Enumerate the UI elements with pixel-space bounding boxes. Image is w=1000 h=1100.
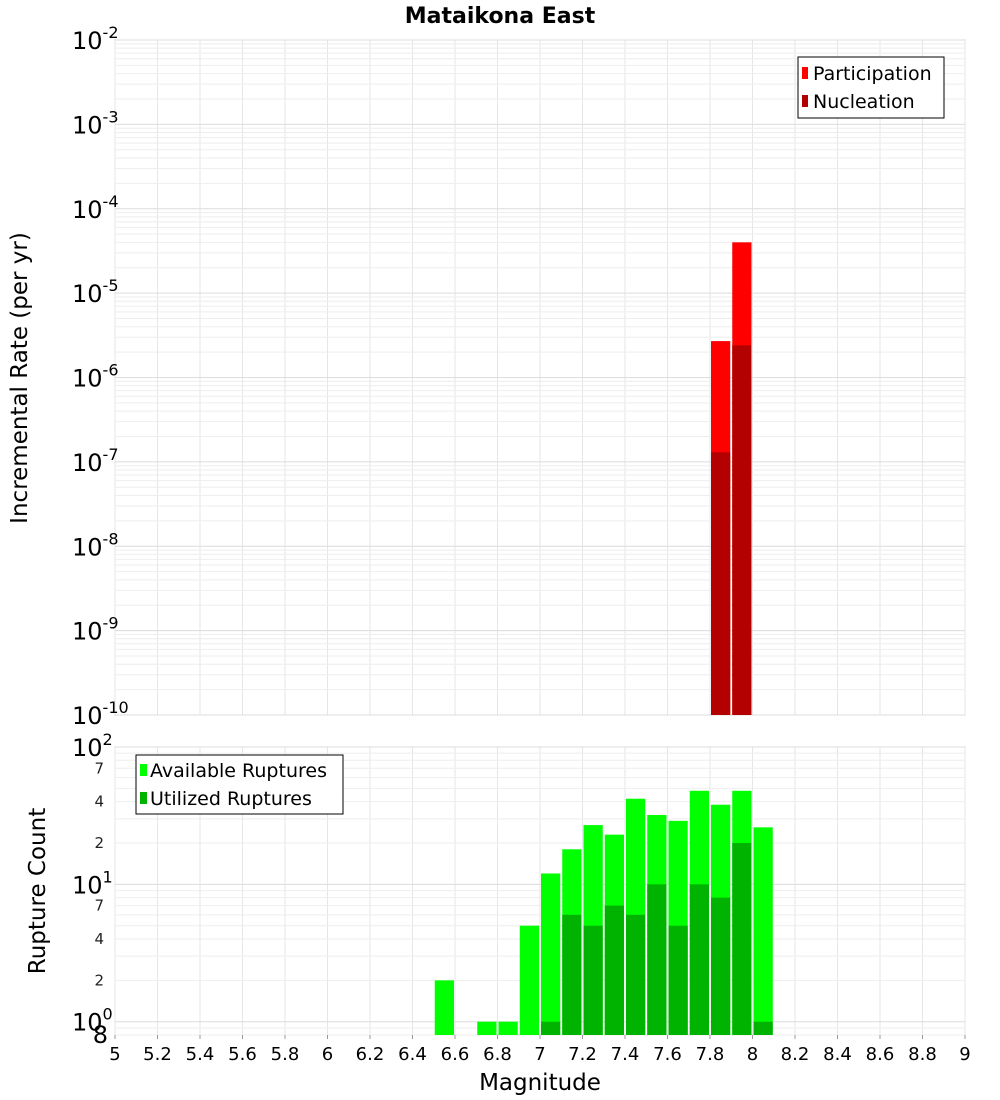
x-axis-label: Magnitude <box>479 1070 601 1096</box>
bottom-bar-b-10 <box>668 925 688 1035</box>
x-tick-labels: 5 5.2 5.4 5.6 5.8 6 6.2 6.4 6.6 6.8 7 7.2 7.4 7.6 7.8 8… <box>109 1035 971 1065</box>
x-tick-label: 8.8 <box>908 1044 937 1065</box>
top-legend-box <box>797 56 945 119</box>
bottom-bar-b-6 <box>583 925 603 1035</box>
y-bottom-tick-label: 8 <box>93 1021 108 1049</box>
y-minor-tick-label: 7 <box>94 897 104 915</box>
x-tick-label: 7.4 <box>611 1044 640 1065</box>
top-bar-b-0 <box>711 452 731 715</box>
y-minor-tick-label: 2 <box>94 834 104 852</box>
y-tick-label: 10-9 <box>72 614 119 646</box>
x-tick-label: 9 <box>959 1044 970 1065</box>
legend-swatch-participation <box>802 67 808 79</box>
bottom-bar-a-0 <box>434 980 454 1035</box>
bottom-legend-box <box>135 754 344 815</box>
bottom-bar-a-3 <box>519 925 539 1035</box>
legend-label-utilized: Utilized Ruptures <box>150 788 312 810</box>
legend-label-participation: Participation <box>813 63 932 85</box>
bottom-bar-b-8 <box>626 914 646 1035</box>
bottom-bar-b-4 <box>541 1021 561 1035</box>
legend-label-available: Available Ruptures <box>150 760 327 782</box>
x-tick-label: 6 <box>322 1044 333 1065</box>
y-minor-tick-label: 4 <box>94 793 104 811</box>
y-tick-label: 102 <box>72 730 113 762</box>
bottom-bar-b-7 <box>604 905 624 1035</box>
y-tick-label: 10-5 <box>72 276 119 308</box>
x-tick-label: 5.2 <box>143 1044 172 1065</box>
y-tick-label: 10-3 <box>72 107 119 139</box>
bottom-bar-b-14 <box>753 1021 773 1035</box>
x-tick-label: 6.4 <box>398 1044 427 1065</box>
x-tick-label: 8.4 <box>823 1044 852 1065</box>
x-tick-label: 5.6 <box>228 1044 257 1065</box>
top-y-axis-label: Incremental Rate (per yr) <box>7 232 33 524</box>
x-tick-label: 6.8 <box>483 1044 512 1065</box>
top-bar-b-1 <box>732 345 752 715</box>
top-legend: Participation Nucleation <box>797 56 945 119</box>
bottom-bar-a-14 <box>753 827 773 1035</box>
legend-swatch-utilized <box>140 792 147 804</box>
x-tick-label: 7.2 <box>568 1044 597 1065</box>
bottom-bar-a-2 <box>498 1021 518 1035</box>
x-tick-label: 6.2 <box>356 1044 385 1065</box>
legend-swatch-nucleation <box>802 95 808 107</box>
y-tick-label: 10-8 <box>72 529 119 561</box>
bottom-legend: Available Ruptures Utilized Ruptures <box>135 754 344 815</box>
y-tick-label: 10-7 <box>72 445 119 477</box>
bottom-bar-b-13 <box>732 843 752 1035</box>
bottom-bar-a-1 <box>477 1021 497 1035</box>
y-tick-label: 10-4 <box>72 192 119 224</box>
bottom-y-axis-label: Rupture Count <box>25 808 51 974</box>
x-tick-label: 7.8 <box>696 1044 725 1065</box>
top-panel: 10-2 10-3 10-4 10-5 10-6 10-7 10-8 10-9 10-10 In… <box>7 23 966 730</box>
y-tick-label: 101 <box>72 867 113 899</box>
x-tick-label: 8.2 <box>781 1044 810 1065</box>
y-minor-tick-label: 7 <box>94 759 104 777</box>
y-minor-tick-label: 2 <box>94 971 104 989</box>
top-bars <box>711 242 752 716</box>
y-tick-label: 100 <box>72 1005 113 1037</box>
x-tick-label: 8.6 <box>866 1044 895 1065</box>
x-tick-label: 5.8 <box>271 1044 300 1065</box>
legend-swatch-available <box>140 764 147 776</box>
bottom-bars <box>434 790 773 1035</box>
y-minor-tick-label: 4 <box>94 930 104 948</box>
bottom-gridlines <box>114 746 966 1036</box>
bottom-bar-a-4 <box>541 873 561 1035</box>
x-tick-label: 6.6 <box>441 1044 470 1065</box>
bottom-bar-b-9 <box>647 884 667 1035</box>
y-tick-label: 10-2 <box>72 23 119 55</box>
x-tick-label: 5 <box>109 1044 120 1065</box>
legend-label-nucleation: Nucleation <box>813 91 915 113</box>
top-gridlines <box>114 39 966 716</box>
y-tick-label: 10-10 <box>72 698 129 730</box>
bottom-bar-b-12 <box>711 897 731 1035</box>
x-tick-label: 8 <box>747 1044 758 1065</box>
x-tick-label: 5.4 <box>186 1044 215 1065</box>
bottom-bar-b-5 <box>562 914 582 1035</box>
y-tick-label: 10-6 <box>72 361 119 393</box>
bottom-panel: 102 101 100 7 4 2 7 4 2 8 5 5.2 5.4 5.6 5.8 6 6.2 6.4 6.6… <box>25 730 971 1096</box>
x-tick-label: 7.6 <box>653 1044 682 1065</box>
bottom-y-tick-labels: 102 101 100 7 4 2 7 4 2 8 <box>72 730 113 1049</box>
x-tick-label: 7 <box>534 1044 545 1065</box>
top-y-tick-labels: 10-2 10-3 10-4 10-5 10-6 10-7 10-8 10-9 10-10 <box>72 23 129 730</box>
bottom-bar-b-11 <box>689 884 709 1035</box>
chart-title: Mataikona East <box>405 4 596 29</box>
